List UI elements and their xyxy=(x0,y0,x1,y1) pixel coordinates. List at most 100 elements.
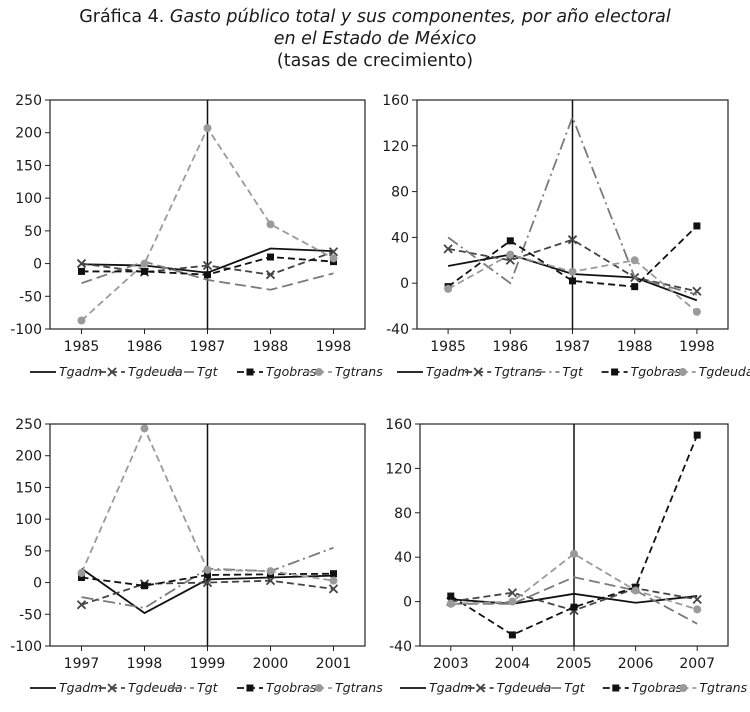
series-tgtrans xyxy=(77,124,338,325)
circle-marker xyxy=(506,250,515,259)
legend: Tgadm Tgtrans Tgt Tgobras Tgdeuda xyxy=(397,364,750,379)
title-line1: Gasto público total y sus componentes, p… xyxy=(169,7,671,27)
legend-label: Tgtrans xyxy=(494,364,542,379)
legend-label: Tgtrans xyxy=(335,364,383,379)
x-tick-label: 1998 xyxy=(679,339,715,355)
legend: Tgadm Tgdeuda Tgt Tgobras Tgtrans xyxy=(30,680,383,695)
circle-marker xyxy=(631,586,640,595)
x-marker xyxy=(76,600,87,610)
series-line xyxy=(80,567,334,615)
y-tick-label: 250 xyxy=(15,93,42,109)
legend: Tgadm Tgdeuda Tgt Tgobras Tgtrans xyxy=(30,364,383,379)
y-tick-label: 250 xyxy=(15,417,42,433)
x-marker xyxy=(202,260,213,271)
circle-marker xyxy=(692,307,701,316)
y-tick-label: 80 xyxy=(394,506,412,522)
y-tick-label: -50 xyxy=(19,607,42,623)
y-tick-label: -100 xyxy=(10,639,42,655)
square-marker xyxy=(508,631,516,639)
x-tick-label: 2003 xyxy=(433,656,469,672)
title-line3: (tasas de crecimiento) xyxy=(276,51,474,71)
legend-label: Tgdeuda xyxy=(699,364,750,379)
y-tick-label: 0 xyxy=(403,595,412,611)
x-tick-label: 1985 xyxy=(64,339,100,355)
circle-marker xyxy=(508,597,517,606)
square-marker xyxy=(330,570,337,578)
x-tick-label: 2001 xyxy=(316,656,352,672)
x-tick-label: 1998 xyxy=(127,656,163,672)
title-line2: en el Estado de México xyxy=(273,29,477,49)
circle-marker xyxy=(568,267,577,276)
legend-x-marker xyxy=(475,683,486,693)
square-marker xyxy=(506,237,514,245)
x-tick-label: 1987 xyxy=(190,339,226,355)
legend-circle-marker xyxy=(315,368,323,376)
series-line xyxy=(450,592,698,605)
legend-square-marker xyxy=(611,368,619,376)
circle-marker xyxy=(266,567,275,576)
series-line xyxy=(81,260,334,291)
x-tick-label: 1987 xyxy=(555,339,591,355)
circle-marker xyxy=(77,316,86,325)
x-tick-label: 1988 xyxy=(617,339,653,355)
y-tick-label: 40 xyxy=(394,550,412,566)
legend-label: Tgobras xyxy=(632,680,683,695)
x-marker xyxy=(443,244,453,254)
circle-marker xyxy=(140,259,149,268)
x-marker xyxy=(692,594,702,605)
square-marker xyxy=(78,573,85,581)
circle-marker xyxy=(140,424,149,433)
y-tick-label: 0 xyxy=(400,276,409,292)
legend-x-marker xyxy=(473,367,483,377)
series-line xyxy=(447,225,698,288)
y-tick-label: 100 xyxy=(15,512,42,528)
legend: Tgadm Tgdeuda Tgt Tgobras Tgtrans xyxy=(400,680,748,695)
series-tgt xyxy=(447,114,698,296)
series-tgadm xyxy=(450,592,698,605)
series-tgt xyxy=(450,576,698,625)
series-tgdeuda xyxy=(444,250,701,316)
y-tick-label: 100 xyxy=(15,191,42,207)
y-tick-label: 40 xyxy=(391,230,409,246)
legend-square-marker xyxy=(612,684,620,692)
legend-label: Tgobras xyxy=(631,364,682,379)
x-tick-label: 1999 xyxy=(190,656,226,672)
legend-label: Tgadm xyxy=(426,364,469,379)
circle-marker xyxy=(446,599,455,608)
legend-circle-marker xyxy=(678,368,687,376)
y-tick-label: 150 xyxy=(15,480,42,496)
y-tick-label: 120 xyxy=(382,139,409,155)
series-tgadm xyxy=(80,567,334,615)
square-marker xyxy=(141,582,148,590)
circle-marker xyxy=(77,569,86,578)
legend-label: Tgdeuda xyxy=(497,680,552,695)
y-tick-label: 80 xyxy=(391,185,409,201)
y-tick-label: -40 xyxy=(389,639,412,655)
x-tick-label: 2005 xyxy=(556,656,592,672)
x-tick-label: 2007 xyxy=(679,656,715,672)
square-marker xyxy=(693,222,701,230)
square-marker xyxy=(204,571,211,579)
x-marker xyxy=(507,588,518,598)
y-tick-label: 50 xyxy=(24,544,42,560)
chart-title: Gráfica 4. Gasto público total y sus com… xyxy=(0,6,750,72)
legend-label: Tgt xyxy=(197,364,219,379)
square-marker xyxy=(267,253,274,261)
legend-label: Tgt xyxy=(562,364,584,379)
y-tick-label: -100 xyxy=(10,322,42,338)
chart-panel-3: -100 -50 0 50 100 150 200 250 1997 1998 1999 2000 20… xyxy=(10,417,383,695)
series-line xyxy=(81,579,334,606)
circle-marker xyxy=(693,605,702,614)
legend-circle-marker xyxy=(315,684,323,692)
legend-label: Tgadm xyxy=(59,364,102,379)
y-tick-label: 120 xyxy=(385,461,412,477)
legend-square-marker xyxy=(246,368,254,376)
x-marker xyxy=(328,584,339,594)
square-marker xyxy=(569,277,576,285)
x-tick-label: 1988 xyxy=(253,339,289,355)
x-marker xyxy=(265,576,276,586)
series-tgt xyxy=(81,260,334,291)
